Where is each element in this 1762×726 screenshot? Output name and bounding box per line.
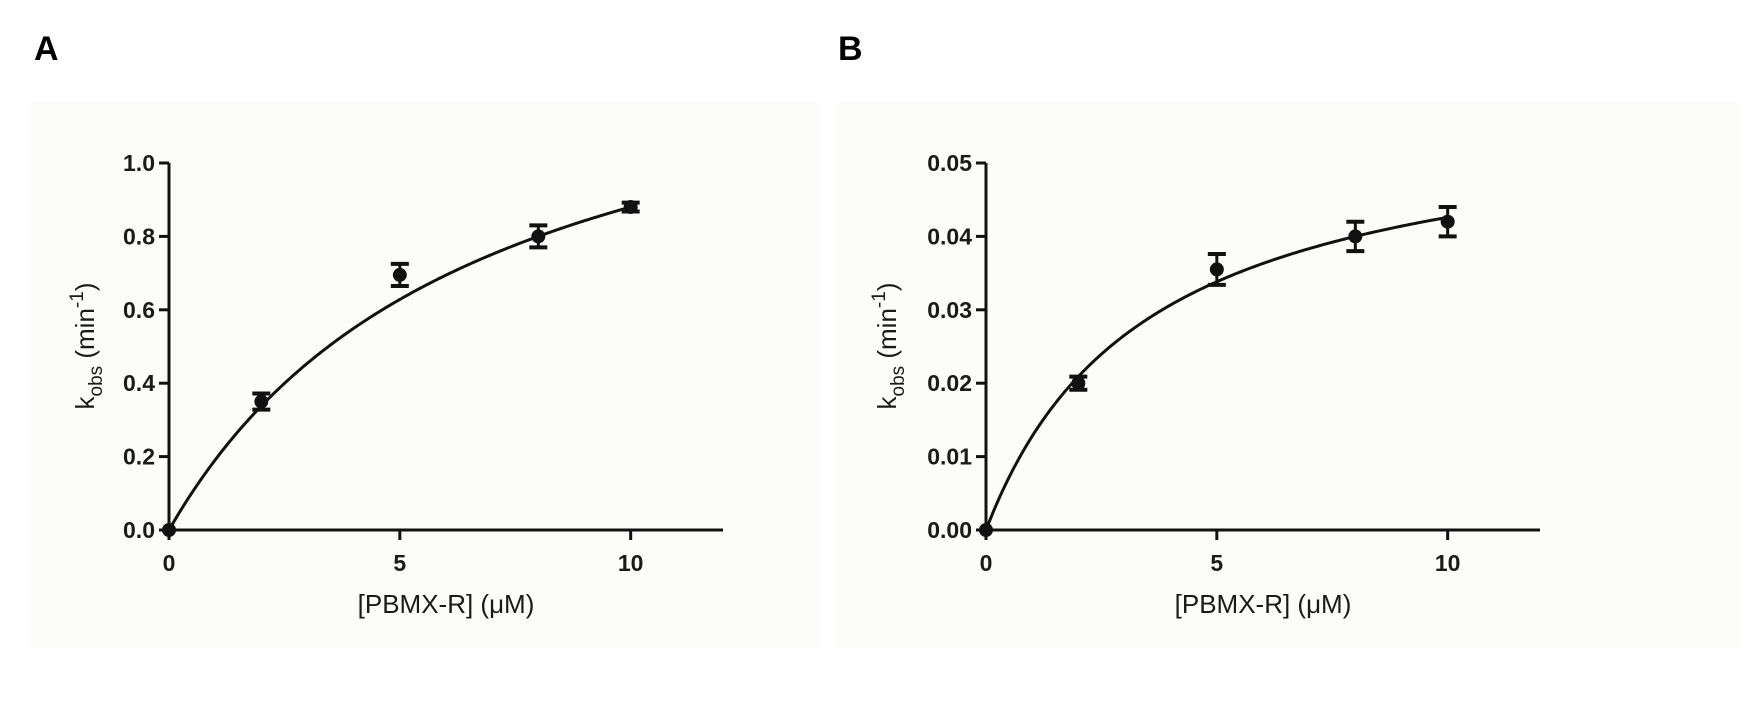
panel-a-chart: 0.0 0.2 0.4 0.6 0.8 1.0 0 5 10 [PBMX-R] (μM) kobs …: [67, 150, 723, 619]
panel-b-y-axis-title-unit: (min: [872, 308, 902, 366]
panel-b-x-tick-label: 0: [980, 550, 993, 576]
panel-a-background: [30, 102, 820, 648]
panel-b-data-point: [1348, 229, 1363, 244]
panel-a-y-tick-label: 1.0: [123, 150, 155, 176]
panel-b-x-axis-title: [PBMX-R] (μM): [1175, 589, 1352, 619]
panel-b-letter: B: [838, 30, 863, 68]
panel-b-data-point: [1209, 262, 1224, 277]
panel-a-y-axis-title-unit: (min: [70, 308, 100, 366]
panel-a-data-point: [392, 267, 407, 282]
panel-b-y-tick-label: 0.01: [927, 444, 972, 470]
panel-b-y-axis-title-superscript: -1: [869, 291, 890, 308]
panel-b-y-tick-label: 0.02: [927, 370, 972, 396]
panel-b-y-axis-title-base: k: [872, 396, 902, 410]
panel-a-y-tick-label: 0.6: [123, 297, 155, 323]
panel-a-fit-curve: [167, 205, 632, 531]
panel-b-y-tick-label: 0.05: [927, 150, 972, 176]
panel-b-y-tick-label: 0.03: [927, 297, 972, 323]
panel-a-x-tick-label: 5: [393, 550, 406, 576]
panel-b-data-point: [1440, 214, 1455, 229]
panel-b-data-point: [979, 523, 993, 537]
panel-b-y-axis-title-close: ): [872, 283, 902, 292]
panel-a-data-point: [531, 229, 546, 244]
panel-b-y-axis-title: kobs (min-1): [869, 283, 909, 410]
panel-b-data-point: [1071, 376, 1086, 391]
panel-a-y-tick-label: 0.4: [123, 370, 155, 396]
panel-a-x-axis-title: [PBMX-R] (μM): [358, 589, 535, 619]
panel-b-chart: 0.00 0.01 0.02 0.03 0.04 0.05 0 5 10 [PBMX-R] (μM…: [869, 150, 1540, 619]
panel-b-x-tick-label: 10: [1435, 550, 1461, 576]
panel-a-y-axis-title: kobs (min-1): [67, 283, 107, 410]
panel-a-y-axis-title-base: k: [70, 396, 100, 410]
panel-a-data-point: [162, 523, 176, 537]
panel-a-y-tick-label: 0.0: [123, 517, 155, 543]
panel-b-x-tick-label: 5: [1210, 550, 1223, 576]
panel-a-y-axis-title-superscript: -1: [67, 291, 88, 308]
panel-b-y-axis-title-subscript: obs: [888, 366, 909, 397]
panel-a-x-tick-label: 0: [163, 550, 176, 576]
panel-a-x-tick-label: 10: [618, 550, 644, 576]
panel-a-y-tick-label: 0.2: [123, 444, 155, 470]
panel-a-y-tick-label: 0.8: [123, 223, 155, 249]
panel-a-data-point: [254, 394, 269, 409]
panel-a-y-axis-title-close: ): [70, 283, 100, 292]
panel-b-y-tick-label: 0.04: [927, 223, 972, 249]
panel-a-data-point: [623, 200, 638, 215]
panel-a-y-axis-title-subscript: obs: [86, 366, 107, 397]
panel-b-y-tick-label: 0.00: [927, 517, 972, 543]
panel-a-letter: A: [34, 30, 59, 68]
